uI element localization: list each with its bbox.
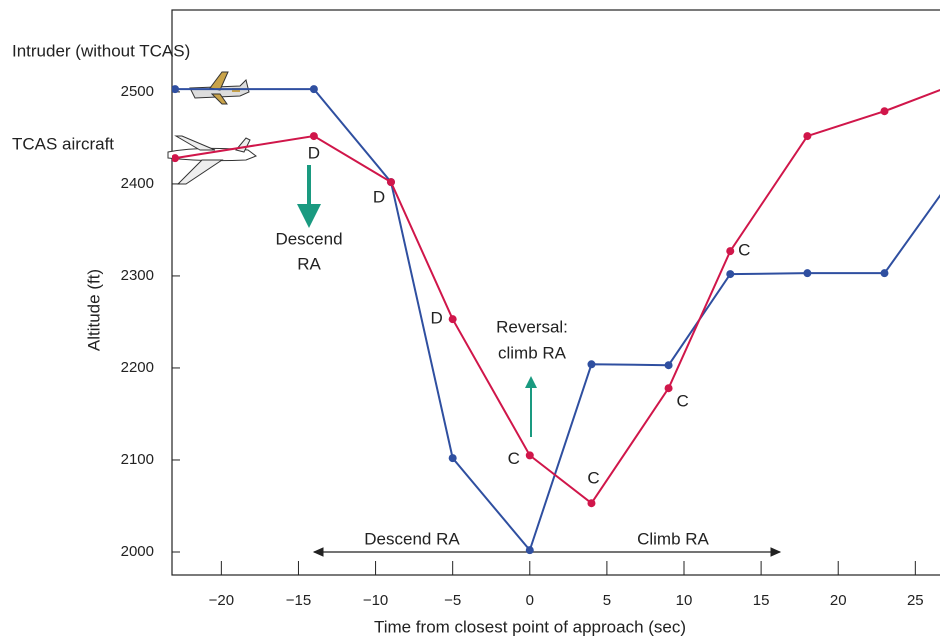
- data-point: [309, 85, 318, 94]
- point-label: C: [587, 469, 599, 488]
- data-point: [664, 361, 673, 370]
- data-point: [172, 85, 180, 94]
- data-point: [448, 315, 457, 324]
- y-axis-title: Altitude (ft): [84, 269, 103, 351]
- x-tick-label: 0: [526, 592, 534, 609]
- data-point: [587, 499, 596, 508]
- data-point: [803, 269, 812, 278]
- x-axis-title: Time from closest point of approach (sec…: [374, 617, 686, 636]
- data-point: [448, 454, 457, 463]
- plot-frame: [171, 9, 940, 576]
- data-point: [587, 360, 596, 369]
- data-point: [803, 132, 812, 141]
- x-tick-label: −20: [209, 592, 234, 609]
- plot-area: [172, 85, 940, 555]
- x-tick-label: 15: [753, 592, 770, 609]
- point-label: C: [676, 392, 688, 411]
- data-point: [880, 107, 889, 116]
- y-tick-label: 2200: [121, 359, 154, 376]
- point-label: D: [373, 188, 385, 207]
- x-tick-label: 10: [676, 592, 693, 609]
- y-tick-label: 2300: [121, 267, 154, 284]
- point-label: D: [308, 144, 320, 163]
- point-label: C: [738, 241, 750, 260]
- x-tick-label: −10: [363, 592, 388, 609]
- data-point: [880, 269, 889, 278]
- x-tick-label: −5: [444, 592, 461, 609]
- intruder-plane: [189, 71, 250, 105]
- data-point: [172, 154, 180, 163]
- annotation: Descend: [275, 229, 342, 248]
- data-point: [309, 132, 318, 141]
- annotation: RA: [297, 254, 321, 273]
- y-tick-label: 2000: [121, 543, 154, 560]
- point-label: D: [431, 309, 443, 328]
- y-tick-label: 2400: [121, 175, 154, 192]
- data-point: [726, 270, 735, 279]
- y-tick-label: 2100: [121, 451, 154, 468]
- series-name: TCAS aircraft: [12, 134, 114, 153]
- data-point: [386, 178, 395, 187]
- y-tick-label: 2500: [121, 83, 154, 100]
- point-label: C: [508, 449, 520, 468]
- data-point: [726, 247, 735, 256]
- x-tick-label: 20: [830, 592, 847, 609]
- annotation: Reversal:: [496, 317, 568, 336]
- data-point: [525, 546, 534, 555]
- series-line: [174, 88, 940, 505]
- annotation: climb RA: [498, 343, 567, 362]
- x-tick-label: 25: [907, 592, 924, 609]
- data-point: [525, 451, 534, 460]
- x-tick-label: −15: [286, 592, 311, 609]
- annotation: Climb RA: [637, 529, 709, 548]
- data-point: [664, 384, 673, 393]
- x-tick-label: 5: [603, 592, 611, 609]
- annotation: Descend RA: [364, 529, 460, 548]
- series-name: Intruder (without TCAS): [12, 41, 190, 60]
- tcas-jet: [167, 135, 258, 185]
